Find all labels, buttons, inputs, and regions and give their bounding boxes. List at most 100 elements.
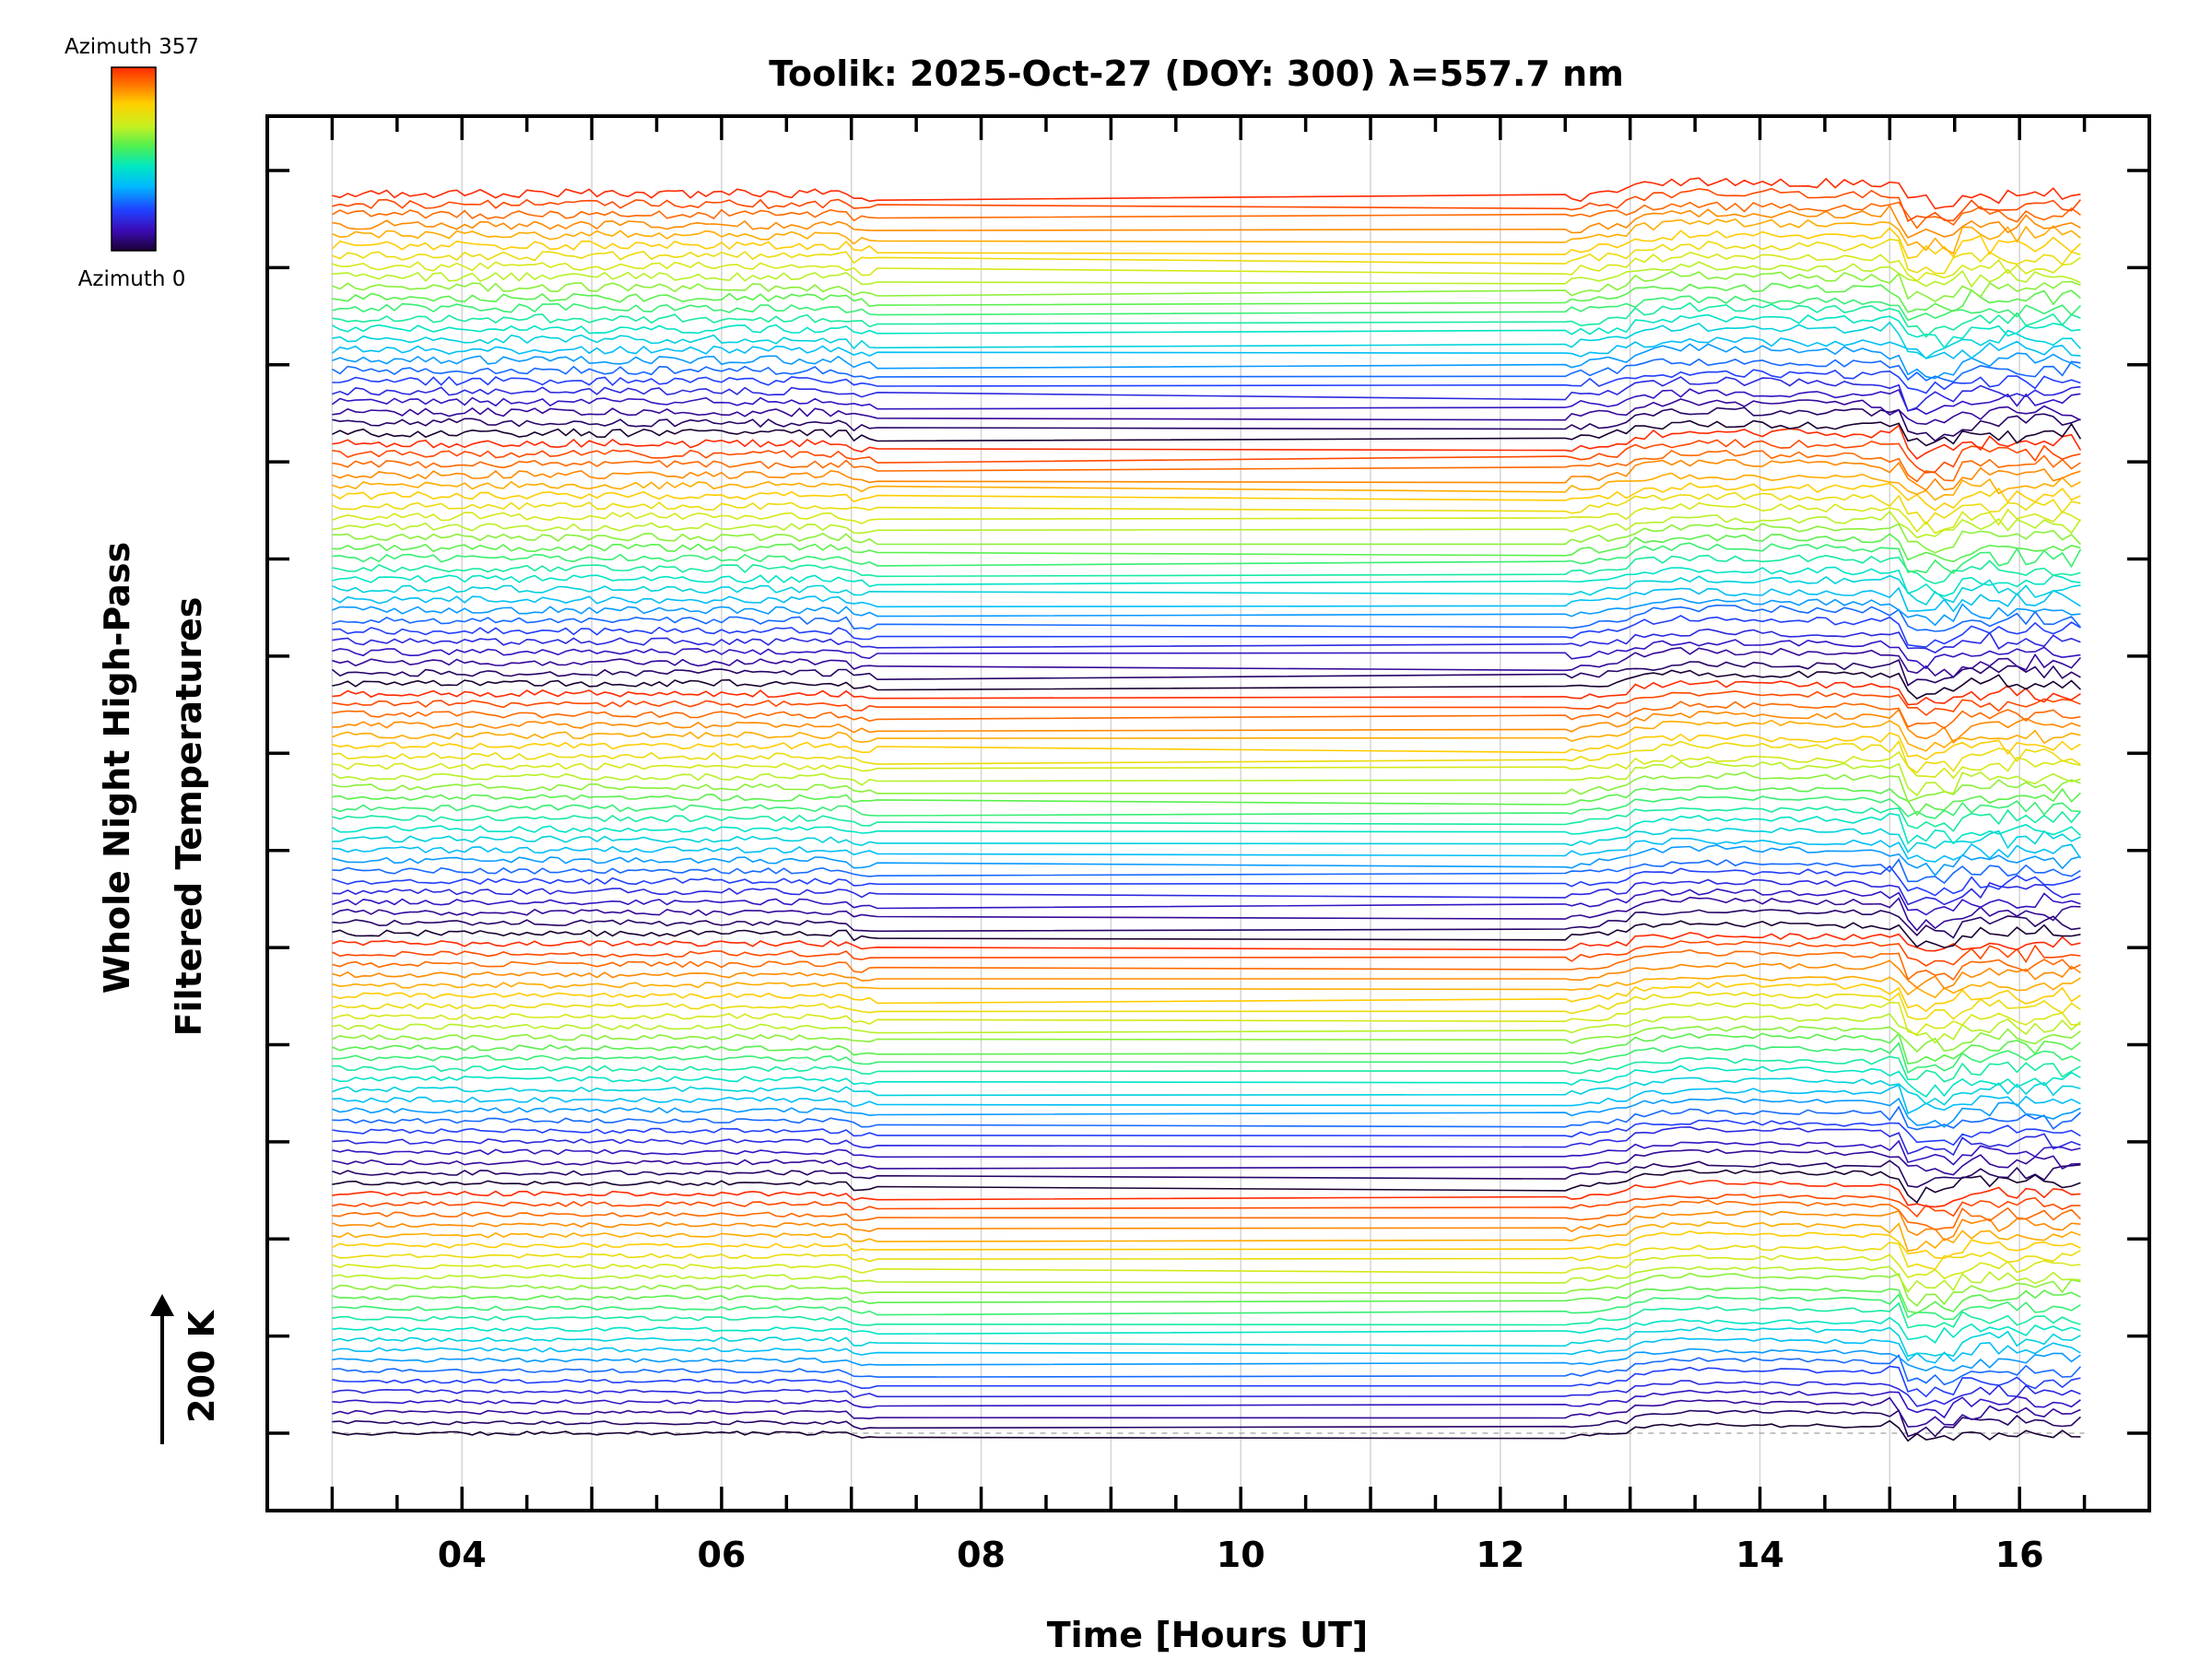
series-line [332,1221,2081,1253]
x-tick-label: 10 [1217,1535,1265,1575]
x-tick-label: 12 [1476,1535,1524,1575]
series-line [332,1139,2081,1166]
series-line [332,491,2081,525]
series-line [332,321,2081,359]
scale-indicator: 200 K [150,1294,222,1444]
series-line [332,1148,2081,1176]
plot-frame [265,114,2151,1512]
series-line [332,1419,2081,1442]
series-line [332,566,2081,597]
series-line [332,1209,2081,1241]
series-line [332,1194,2081,1218]
series-line [332,1286,2081,1314]
series-line [332,282,2081,313]
series-line [332,920,2081,948]
series-line [332,1065,2081,1098]
series-line [332,554,2081,585]
x-tick-label: 08 [957,1535,1006,1575]
series-line [332,750,2081,780]
series-line [332,586,2081,613]
series-line [332,708,2081,744]
series-line [332,1159,2081,1188]
series-line [332,597,2081,627]
series-line [332,1396,2081,1428]
series-line [332,1077,2081,1106]
series-line [332,844,2081,877]
series-line [332,806,2082,832]
series-line [332,771,2081,803]
series-line [332,313,2081,349]
series-line [332,542,2082,574]
series-line [332,177,2081,210]
series-line [332,1055,2081,1083]
series-line [332,1326,2081,1358]
series-line [332,628,2081,654]
series-line [332,449,2081,483]
series-line [332,1365,2081,1398]
series-line [332,1105,2081,1131]
series-line [332,523,2081,554]
series-line [332,343,2081,380]
series-line [332,719,2081,752]
colorbar-min-label: Azimuth 0 [78,267,186,291]
x-axis-label: Time [Hours UT] [1047,1615,1369,1655]
series-line [332,1041,2081,1075]
series-line [332,760,2081,797]
series-lines [331,177,2082,1442]
series-line [332,1013,2081,1044]
series-line [332,1241,2081,1271]
series-line [332,909,2081,939]
series-line [331,659,2081,687]
series-line [332,604,2082,632]
series-line [332,948,2081,982]
series-line [332,959,2081,990]
series-line [332,700,2081,730]
series-line [332,201,2081,229]
series-line [332,1301,2081,1329]
series-line [332,295,2081,322]
series-line [332,187,2082,222]
series-line [332,424,2082,460]
series-line [332,1336,2081,1364]
series-line [332,1316,2081,1344]
series-line [332,679,2081,706]
series-line [332,1097,2081,1128]
series-line [332,1180,2081,1208]
x-tick-label: 14 [1735,1535,1784,1575]
series-line [332,940,2081,967]
arrow-up-icon [150,1294,174,1316]
series-line [332,482,2081,512]
series-line [332,690,2081,716]
series-line [332,1347,2081,1372]
series-line [332,358,2081,383]
series-line [331,336,2081,359]
series-line [332,1119,2081,1147]
series-line [332,1031,2081,1065]
x-tick-label: 06 [697,1535,746,1575]
scale-label: 200 K [182,1309,222,1423]
series-line [332,795,2081,819]
series-line [332,991,2081,1020]
y-axis-label-line1: Whole Night High-Pass [97,542,137,994]
series-line [332,639,2081,670]
series-line [332,1001,2081,1035]
series-line [332,438,2081,474]
series-line [331,227,2081,260]
series-line [332,982,2081,1013]
series-line [332,1230,2081,1260]
series-line [332,878,2081,906]
series-line [332,896,2081,932]
y-axis-label-line2: Filtered Temperatures [169,597,209,1037]
x-tick-label: 04 [438,1535,487,1575]
series-line [332,932,2081,952]
series-line [332,1125,2081,1157]
series-line [332,1354,2081,1386]
series-line [332,510,2082,539]
series-line [332,973,2081,999]
series-line [332,785,2081,817]
series-line [332,732,2081,761]
series-line [332,270,2081,303]
series-line [332,858,2081,885]
series-line [332,837,2082,863]
